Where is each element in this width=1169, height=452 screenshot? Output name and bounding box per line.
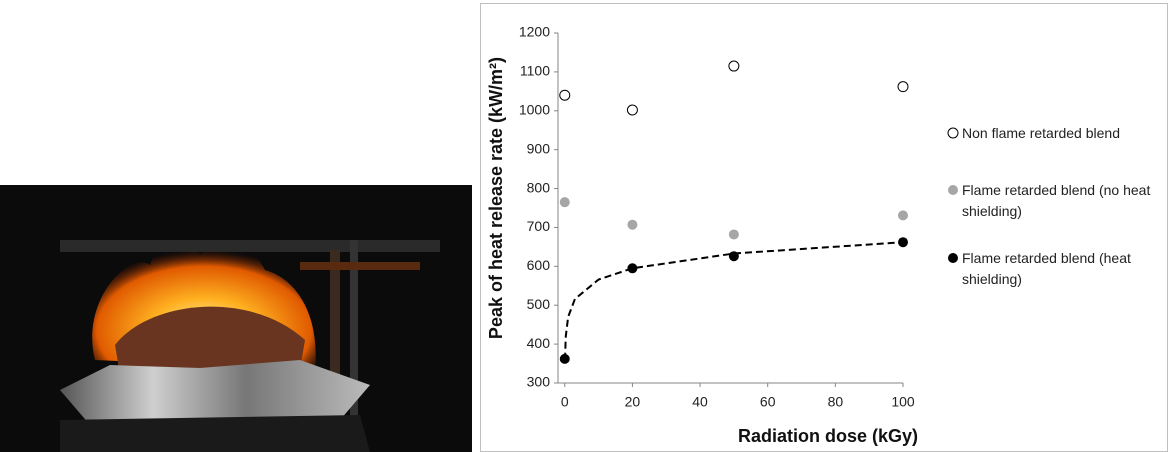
legend-marker — [948, 253, 958, 263]
data-point — [627, 219, 638, 230]
data-point — [559, 89, 571, 101]
y-tick-label: 300 — [527, 374, 551, 390]
y-tick-label: 1200 — [519, 24, 550, 40]
legend-label: Flame retarded blend (no heat shielding) — [962, 182, 1151, 219]
x-tick-label: 40 — [692, 394, 708, 410]
y-tick-label: 900 — [527, 140, 551, 156]
data-point — [728, 251, 739, 262]
photo — [0, 185, 472, 452]
y-tick-label: 1100 — [520, 63, 550, 79]
y-tick-label: 600 — [527, 257, 551, 273]
y-tick-label: 400 — [527, 335, 551, 351]
y-axis-title: Peak of heat release rate (kW/m²) — [486, 57, 506, 339]
data-point — [626, 104, 638, 116]
legend-label: Non flame retarded blend — [962, 125, 1120, 141]
legend-label: Flame retarded blend (heat shielding) — [962, 250, 1131, 287]
y-tick-label: 800 — [527, 179, 551, 195]
y-tick-label: 700 — [527, 218, 551, 234]
chart-frame — [480, 3, 1168, 452]
x-tick-label: 100 — [891, 394, 915, 410]
y-tick-label: 500 — [527, 296, 551, 312]
y-tick-label: 1000 — [519, 101, 550, 117]
x-tick-label: 0 — [561, 394, 569, 410]
data-point — [559, 353, 570, 364]
trendline — [564, 241, 904, 360]
legend-marker — [948, 185, 958, 195]
data-point — [559, 197, 570, 208]
x-axis-title: Radiation dose (kGy) — [738, 426, 918, 446]
data-point — [728, 60, 740, 72]
x-tick-label: 80 — [828, 394, 844, 410]
x-tick-label: 20 — [625, 394, 641, 410]
data-point — [898, 210, 908, 221]
data-point — [627, 263, 638, 274]
data-point — [898, 237, 908, 248]
x-tick-label: 60 — [760, 394, 776, 410]
data-point — [897, 81, 909, 93]
data-point — [728, 229, 739, 240]
legend-marker — [947, 127, 959, 139]
